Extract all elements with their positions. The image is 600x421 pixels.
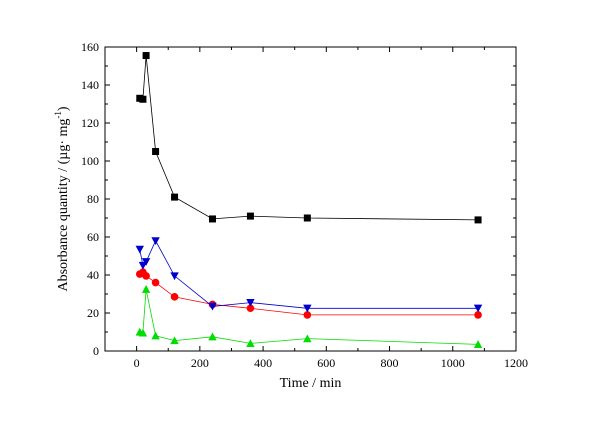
y-tick-label: 120 [81, 116, 99, 130]
series-line [139, 239, 479, 309]
data-point-square [139, 95, 147, 103]
y-tick-label: 100 [81, 154, 99, 168]
y-axis-ticks: 0 20 40 60 80 100 120 140 160 [81, 40, 516, 358]
data-point-square [142, 52, 150, 60]
y-tick-label: 160 [81, 40, 99, 54]
y-axis-title-close: ) [56, 106, 71, 111]
x-axis-title: Time / min [280, 376, 342, 391]
data-point-circle [474, 311, 482, 319]
series-layer [135, 52, 483, 348]
x-tick-label: 1000 [441, 356, 465, 370]
series-2 [135, 268, 482, 319]
data-point-triangle-up [151, 331, 160, 340]
data-point-circle [246, 304, 255, 313]
data-point-triangle-up [473, 340, 483, 348]
data-point-triangle-down [151, 237, 160, 245]
data-point-triangle-up [246, 339, 255, 347]
x-tick-label: 200 [191, 356, 209, 370]
data-point-circle [142, 272, 150, 280]
y-tick-label: 80 [87, 192, 99, 206]
x-tick-label: 0 [134, 356, 140, 370]
data-point-triangle-down [208, 302, 217, 311]
data-point-triangle-up [208, 332, 217, 341]
data-point-square [171, 193, 179, 201]
y-tick-label: 40 [87, 268, 99, 282]
data-point-square [474, 216, 482, 224]
data-point-square [246, 212, 254, 220]
data-point-triangle-down [141, 258, 151, 266]
x-tick-label: 800 [381, 356, 399, 370]
data-point-triangle-up [303, 334, 312, 343]
series-line [139, 55, 479, 221]
data-point-square [303, 214, 311, 222]
series-1 [136, 52, 482, 224]
data-point-triangle-up [138, 328, 148, 337]
y-tick-label: 60 [87, 230, 99, 244]
y-axis-title-main: Absorbance quantity / (µg· mg [56, 119, 71, 292]
data-point-circle [303, 311, 312, 319]
x-tick-label: 400 [254, 356, 272, 370]
y-tick-label: 0 [93, 344, 99, 358]
data-point-square [208, 215, 216, 223]
data-point-circle [151, 278, 160, 287]
data-point-triangle-down [473, 304, 483, 313]
y-axis-title-exponent: -1 [53, 111, 63, 119]
data-point-triangle-down [170, 272, 179, 281]
data-point-circle [170, 293, 179, 301]
series-3 [135, 237, 483, 313]
y-tick-label: 140 [81, 78, 99, 92]
y-axis-title: Absorbance quantity / (µg· mg-1) [53, 106, 71, 291]
data-point-triangle-up [170, 336, 179, 345]
data-point-triangle-down [303, 304, 312, 313]
data-point-triangle-up [141, 285, 151, 293]
data-point-triangle-down [246, 298, 255, 307]
x-tick-label: 600 [317, 356, 335, 370]
data-point-square [152, 148, 160, 155]
x-axis-ticks: 0 200 400 600 800 1000 1200 [104, 47, 528, 370]
series-4 [135, 285, 483, 348]
x-tick-label: 1200 [504, 356, 528, 370]
data-point-triangle-down [135, 245, 144, 254]
y-tick-label: 20 [87, 306, 99, 320]
